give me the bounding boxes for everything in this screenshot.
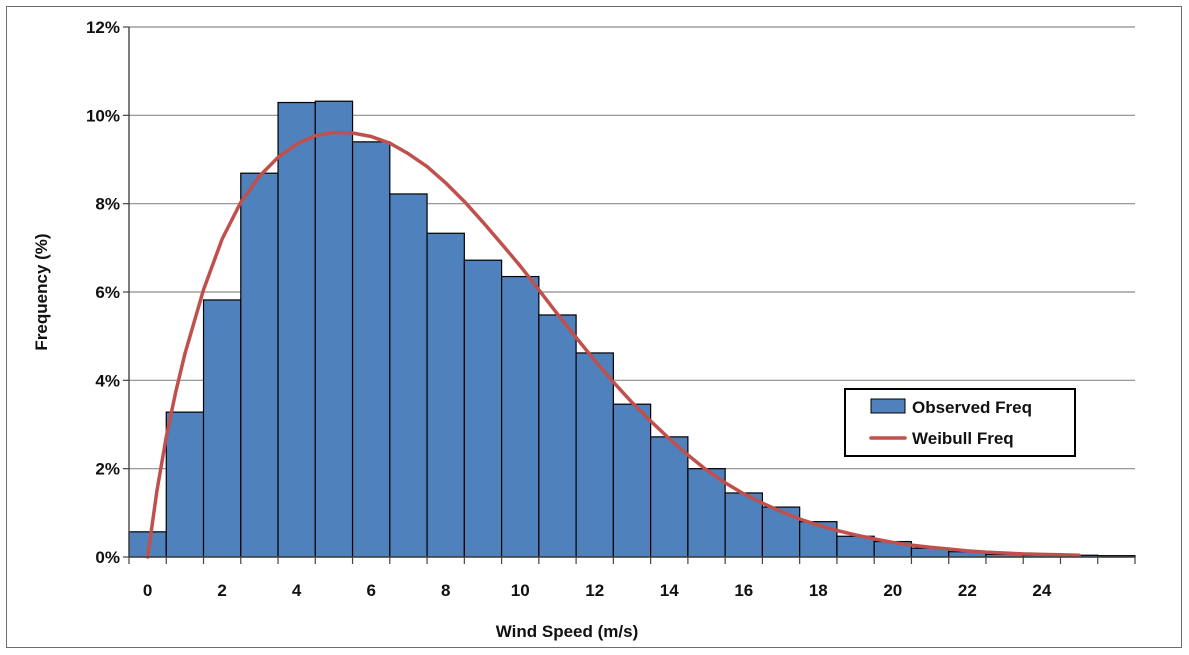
bar-11 [538,314,577,558]
legend-weibull-label: Weibull Freq [912,429,1014,448]
axis-labels: 0%2%4%6%8%10%12%0 2 4 6 8 10 12 14 16 18 20 22 24Win… [32,18,1052,641]
bar-8 [426,232,465,558]
bar-2 [202,299,242,558]
x-tick-label-4: 8 [441,581,450,600]
y-tick-label-2: 4% [95,371,120,390]
y-tick-label-0: 0% [95,548,120,567]
x-tick-label-9: 18 [809,581,828,600]
bar-7 [389,193,428,558]
x-tick-label-12: 24 [1032,581,1051,600]
y-tick-label-4: 8% [95,195,120,214]
y-tick-label-5: 10% [86,106,120,125]
bar-15 [687,468,726,558]
x-tick-label-5: 10 [511,581,530,600]
x-tick-label-3: 6 [366,581,375,600]
legend-observed-label: Observed Freq [912,398,1032,417]
bar-17 [761,506,801,558]
observed-bars [128,100,1136,558]
x-tick-label-8: 16 [734,581,753,600]
bar-1 [165,411,205,558]
x-tick-label-2: 4 [292,581,302,600]
weibull-curve-group [145,130,1081,559]
x-tick-label-1: 2 [217,581,226,600]
bar-5 [314,100,354,558]
axes [123,26,1136,564]
legend: Observed Freq Weibull Freq [844,388,1076,457]
y-axis-title: Frequency (%) [32,233,51,350]
legend-observed-swatch [870,398,906,414]
x-tick-label-11: 22 [958,581,977,600]
bar-3 [240,172,279,558]
x-tick-label-10: 20 [883,581,902,600]
bar-14 [650,436,689,558]
x-tick-label-0: 0 [143,581,152,600]
bar-12 [575,352,614,558]
x-tick-label-7: 14 [660,581,679,600]
bar-10 [500,275,540,558]
x-axis-title: Wind Speed (m/s) [496,622,638,641]
bar-6 [351,141,391,558]
bar-9 [463,259,503,558]
bar-13 [612,403,652,558]
bar-4 [277,101,316,558]
y-tick-label-3: 6% [95,283,120,302]
bar-16 [724,492,764,558]
weibull-line [145,130,1081,559]
y-tick-label-6: 12% [86,18,120,37]
x-tick-label-6: 12 [585,581,604,600]
y-tick-label-1: 2% [95,460,120,479]
